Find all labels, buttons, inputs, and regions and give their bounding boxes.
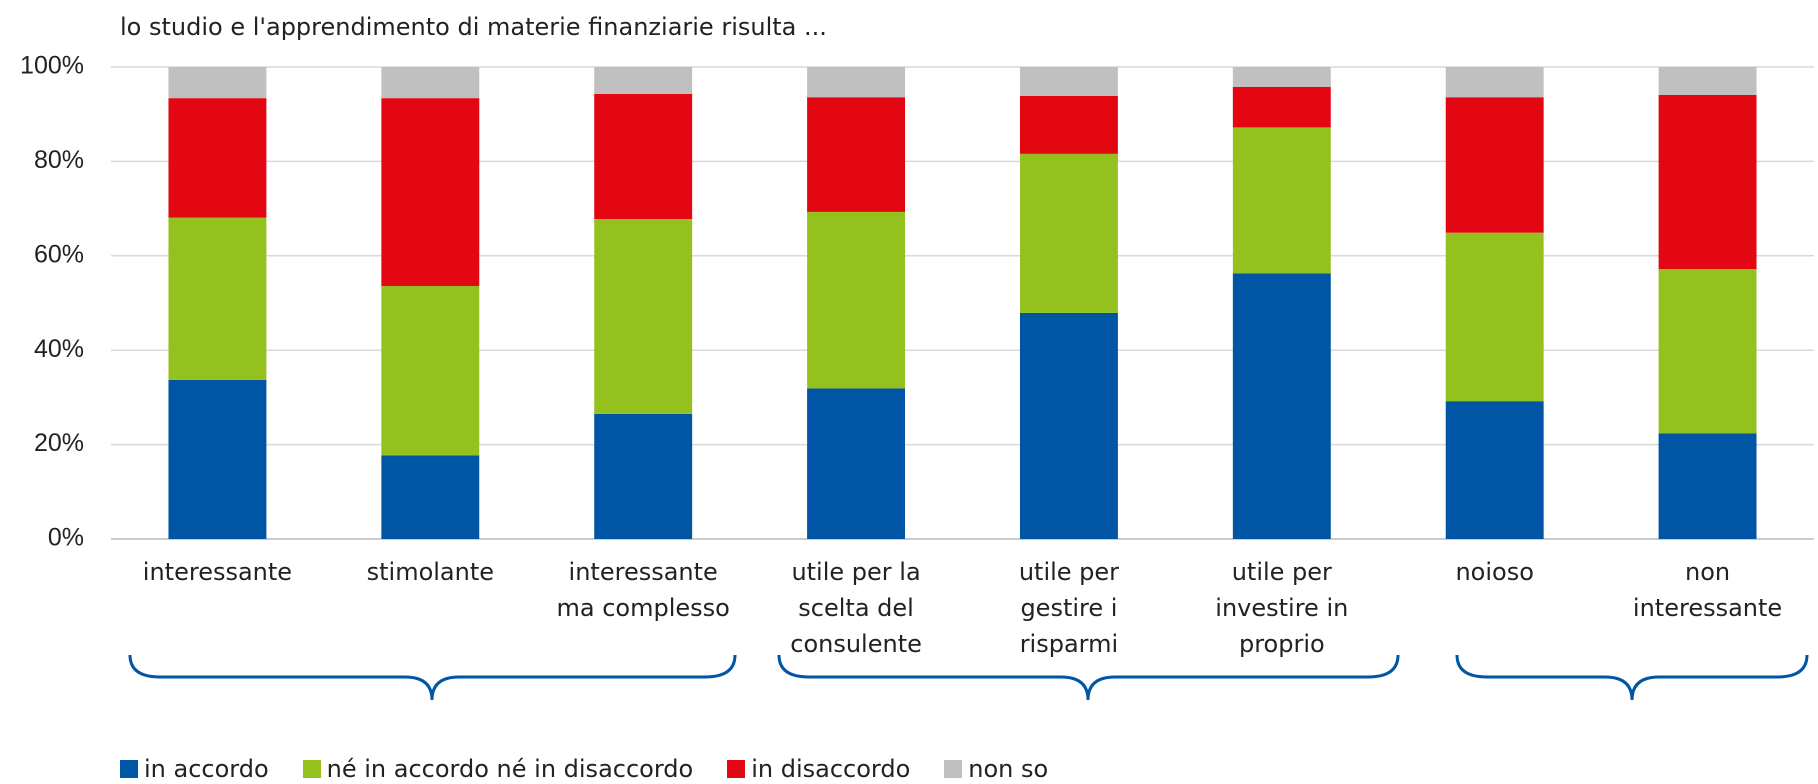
x-tick-label: stimolante	[366, 558, 495, 586]
legend-swatch	[120, 760, 138, 778]
y-tick-label: 60%	[34, 240, 84, 268]
bar-segment	[807, 211, 906, 389]
bar-segment	[807, 67, 906, 98]
legend-swatch	[727, 760, 746, 778]
chart-title: lo studio e l'apprendimento di materie f…	[120, 13, 827, 41]
bar-segment	[594, 413, 693, 539]
y-tick-label: 100%	[20, 52, 84, 80]
bar-segment	[381, 98, 480, 287]
bar-segment	[1232, 67, 1331, 87]
braces	[128, 654, 1809, 701]
x-tick-label: utile per gestire i risparmi	[1018, 558, 1120, 658]
legend-label: né in accordo né in disaccordo	[326, 755, 694, 783]
bar-segment	[1232, 86, 1331, 128]
bar-segment	[1019, 95, 1118, 154]
bar-segment	[807, 388, 906, 539]
legend-item: né in accordo né in disaccordo	[302, 755, 694, 783]
bar-segment	[168, 217, 267, 380]
x-tick-label: noioso	[1455, 558, 1534, 586]
bar-segment	[1232, 273, 1331, 539]
bar-segment	[1445, 97, 1544, 233]
brace	[1455, 654, 1809, 701]
brace	[128, 654, 737, 701]
bar-segment	[1019, 153, 1118, 313]
x-tick-label: non interessante	[1632, 558, 1783, 622]
legend-swatch	[944, 760, 963, 778]
bar-segment	[1658, 94, 1757, 270]
legend-item: in disaccordo	[727, 755, 910, 783]
bar-segment	[1658, 269, 1757, 434]
y-tick-label: 80%	[34, 146, 84, 174]
brace	[777, 654, 1400, 701]
bar-segment	[807, 97, 906, 212]
bar-segment	[1445, 401, 1544, 539]
bar-segment	[594, 218, 693, 414]
legend-label: in disaccordo	[751, 755, 911, 783]
legend: in accordo né in accordo né in disaccordo…	[120, 755, 1048, 783]
x-tick-label: interessante ma complesso	[556, 558, 730, 622]
legend-label: non so	[968, 755, 1049, 783]
bar-segment	[1019, 312, 1118, 539]
bar-segment	[381, 455, 480, 539]
bar-segment	[594, 67, 693, 94]
bar-segment	[168, 67, 267, 99]
y-tick-label: 20%	[34, 429, 84, 457]
x-tick-label: utile per investire in proprio	[1215, 558, 1349, 658]
bar-segment	[168, 379, 267, 539]
bar-segment	[381, 286, 480, 456]
bar-segment	[594, 93, 693, 219]
bar-segment	[1445, 67, 1544, 98]
legend-swatch	[302, 760, 321, 778]
bar-segment	[1232, 127, 1331, 274]
bar-segment	[1019, 67, 1118, 96]
x-tick-label: interessante	[142, 558, 293, 586]
bar-segment	[168, 98, 267, 218]
bar-segment	[1658, 433, 1757, 539]
legend-item: in accordo	[120, 755, 269, 783]
legend-label: in accordo	[144, 755, 269, 783]
bar-segment	[1658, 67, 1757, 95]
bar-segment	[381, 67, 480, 99]
bar-segment	[1445, 232, 1544, 402]
y-tick-label: 0%	[48, 524, 84, 552]
x-tick-label: utile per la scelta del consulente	[790, 558, 922, 658]
legend-item: non so	[944, 755, 1048, 783]
y-tick-label: 40%	[34, 335, 84, 363]
